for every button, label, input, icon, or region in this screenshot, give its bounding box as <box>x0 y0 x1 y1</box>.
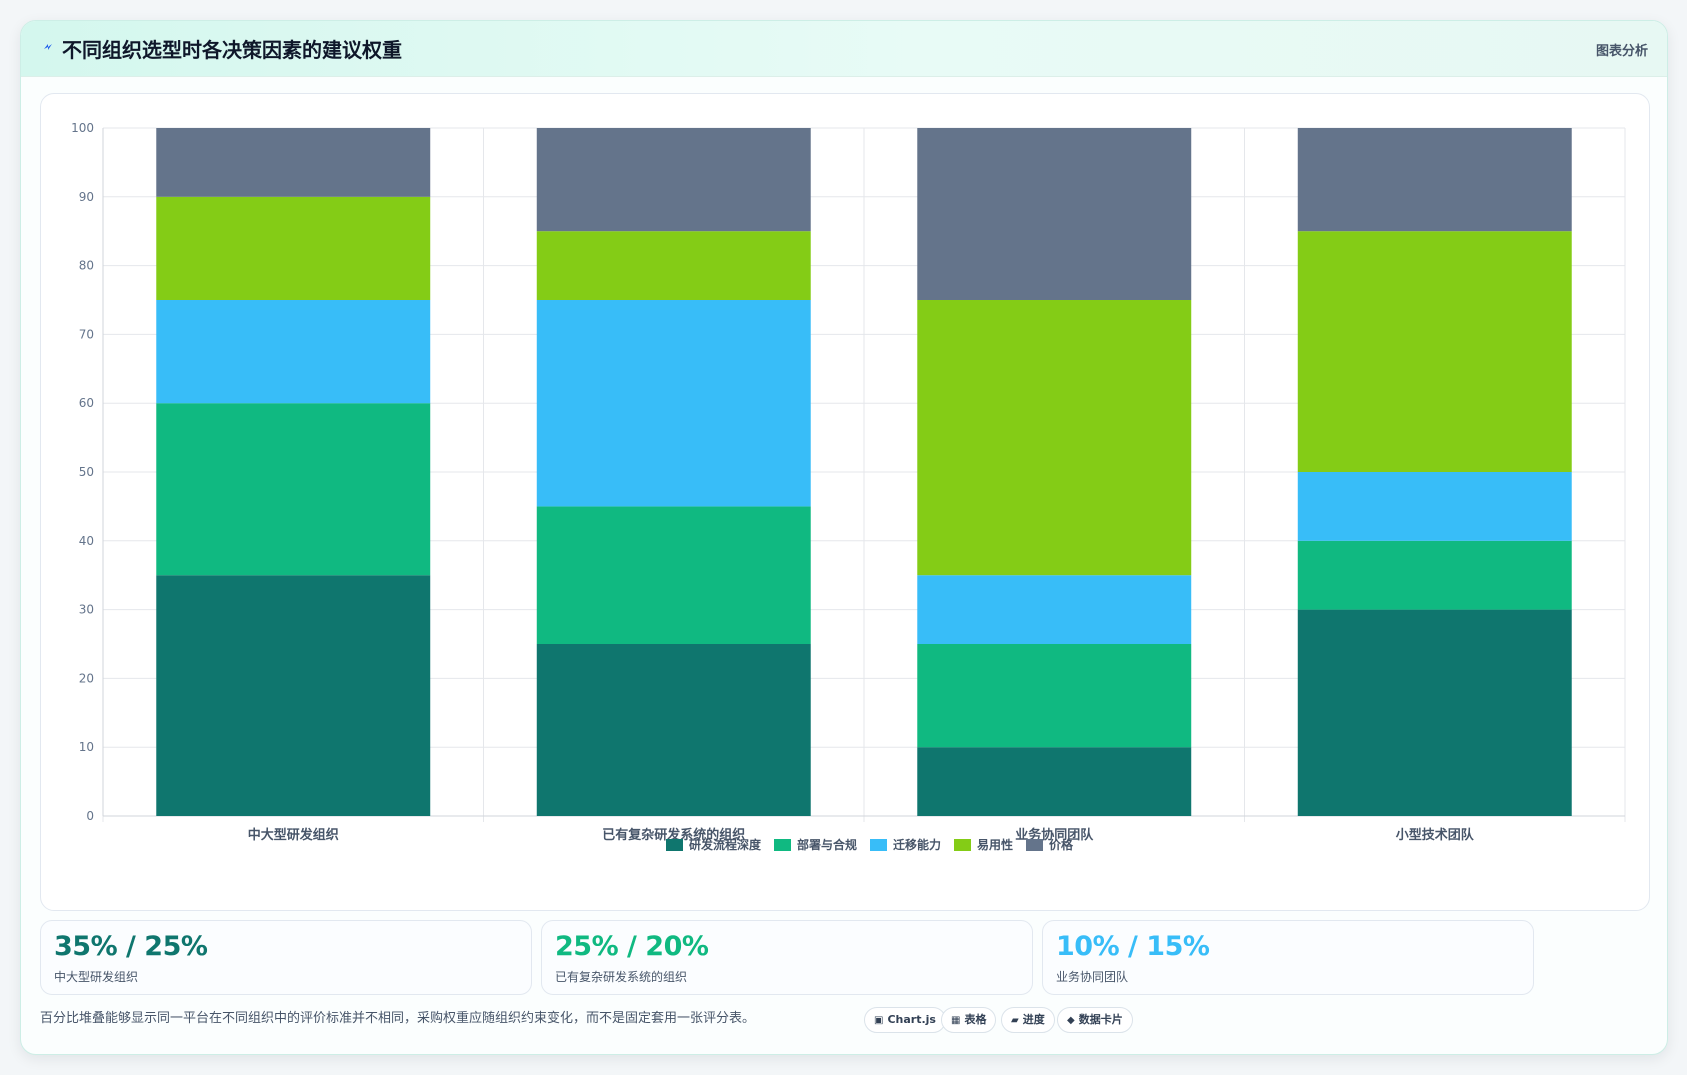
pill-label: 进度 <box>1022 1013 1045 1026</box>
progress-icon: ▰ <box>1011 1015 1019 1026</box>
y-tick-label: 30 <box>79 603 94 617</box>
legend-swatch <box>870 839 887 851</box>
pill-label: 数据卡片 <box>1078 1013 1123 1026</box>
bar-segment <box>917 747 1192 816</box>
bar-segment <box>536 231 811 300</box>
legend-swatch <box>666 839 683 851</box>
bar-segment <box>1297 540 1572 610</box>
chart-analysis-label: 图表分析 <box>1595 44 1648 59</box>
stat-label: 中大型研发组织 <box>54 970 139 984</box>
y-tick-label: 60 <box>79 396 94 410</box>
pill-label: 表格 <box>964 1013 987 1026</box>
bar-segment <box>917 300 1192 576</box>
y-tick-label: 50 <box>79 465 94 479</box>
bar-segment <box>917 128 1192 300</box>
y-tick-label: 100 <box>71 121 94 135</box>
x-tick-label: 中大型研发组织 <box>248 827 339 843</box>
chart-card: 不同组织选型时各决策因素的建议权重 图表分析 0 10 20 30 40 50 60 70 80… <box>20 20 1668 1055</box>
chart-title: 不同组织选型时各决策因素的建议权重 <box>62 38 402 62</box>
x-tick-label: 已有复杂研发系统的组织 <box>602 827 745 843</box>
legend-label: 易用性 <box>977 837 1013 852</box>
stacked-bar-chart: 0 10 20 30 40 50 60 70 80 90 100 中大型研发组织 已有复杂研发系统的组织… <box>71 121 1626 852</box>
bar-segment <box>156 196 431 300</box>
chart-icon: ▣ <box>874 1015 884 1026</box>
stat-value: 25% / 20% <box>555 931 709 962</box>
y-tick-label: 10 <box>79 740 94 754</box>
bar-segment <box>917 575 1192 644</box>
y-tick-label: 0 <box>86 809 94 823</box>
bar-segment <box>1297 609 1572 816</box>
legend-label: 部署与合规 <box>797 837 857 852</box>
bar-segment <box>536 506 811 644</box>
bar-segment <box>536 128 811 232</box>
legend-swatch <box>774 839 791 851</box>
progress-pill[interactable]: ▰ 进度 <box>1001 1007 1055 1033</box>
diamond-icon: ◆ <box>1067 1015 1075 1026</box>
stat-label: 已有复杂研发系统的组织 <box>555 970 688 984</box>
y-tick-label: 70 <box>79 327 94 341</box>
chart-panel: 0 10 20 30 40 50 60 70 80 90 100 中大型研发组织 已有复杂研发系统的组织… <box>40 93 1650 911</box>
bar-segment <box>917 644 1192 748</box>
bar-segment <box>156 403 431 576</box>
bar-segment <box>1297 231 1572 472</box>
bar-segment <box>1297 128 1572 232</box>
legend-label: 迁移能力 <box>893 837 941 852</box>
table-icon: ▦ <box>951 1015 961 1026</box>
y-tick-label: 40 <box>79 534 94 548</box>
stat-value: 10% / 15% <box>1056 931 1210 962</box>
legend-swatch <box>954 839 971 851</box>
y-tick-label: 90 <box>79 190 94 204</box>
stat-card: 35% / 25% 中大型研发组织 <box>40 920 532 995</box>
stat-card: 25% / 20% 已有复杂研发系统的组织 <box>541 920 1033 995</box>
legend-label: 研发流程深度 <box>689 837 762 852</box>
y-tick-label: 80 <box>79 259 94 273</box>
bar-segment <box>1297 472 1572 541</box>
y-tick-label: 20 <box>79 671 94 685</box>
bar-segment <box>536 300 811 507</box>
footer-description: 百分比堆叠能够显示同一平台在不同组织中的评价标准并不相同，采购权重应随组织约束变… <box>40 1011 756 1026</box>
data-card-pill[interactable]: ◆ 数据卡片 <box>1057 1007 1133 1033</box>
legend-label: 价格 <box>1049 837 1074 852</box>
pill-label: Chart.js <box>887 1013 936 1026</box>
bar-segment <box>156 575 431 816</box>
bar-segment <box>156 128 431 197</box>
chartjs-pill[interactable]: ▣ Chart.js <box>864 1007 946 1033</box>
lightning-icon <box>44 44 52 50</box>
legend-swatch <box>1026 839 1043 851</box>
stat-label: 业务协同团队 <box>1056 970 1129 984</box>
card-header: 不同组织选型时各决策因素的建议权重 图表分析 <box>21 21 1667 77</box>
x-tick-label: 小型技术团队 <box>1396 827 1475 843</box>
stat-value: 35% / 25% <box>54 931 208 962</box>
bar-segment <box>156 300 431 404</box>
stat-card: 10% / 15% 业务协同团队 <box>1042 920 1534 995</box>
bar-segment <box>536 644 811 816</box>
table-pill[interactable]: ▦ 表格 <box>941 1007 997 1033</box>
